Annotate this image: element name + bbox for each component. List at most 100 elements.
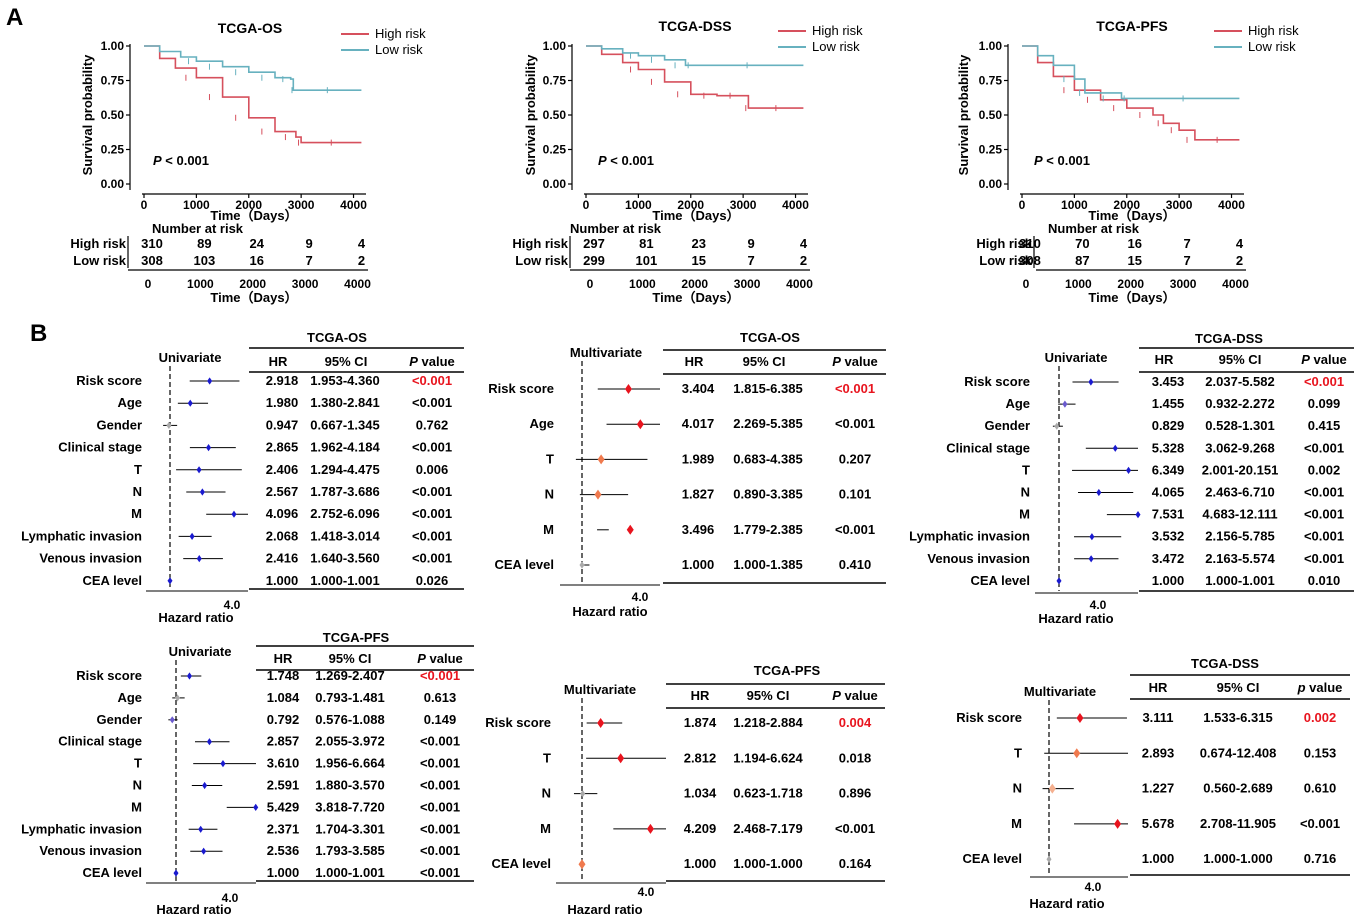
row-label: N bbox=[1021, 485, 1030, 500]
hr-value: 1.748 bbox=[267, 668, 300, 683]
risk-count: 299 bbox=[583, 253, 605, 268]
row-label: T bbox=[543, 750, 551, 765]
y-tick-label: 0.50 bbox=[101, 108, 125, 122]
row-label: Risk score bbox=[488, 381, 554, 396]
ci-value: 1.640-3.560 bbox=[310, 551, 379, 566]
risk-count: 310 bbox=[141, 236, 163, 251]
x-tick-label: 0 bbox=[1019, 198, 1026, 212]
risk-x-tick-label: 1000 bbox=[629, 277, 656, 291]
p-value: <0.001 bbox=[1304, 440, 1344, 455]
hr-value: 3.111 bbox=[1142, 710, 1173, 725]
risk-count: 89 bbox=[197, 236, 211, 251]
row-label: Venous invasion bbox=[39, 843, 142, 858]
risk-x-tick-label: 1000 bbox=[1065, 277, 1092, 291]
y-tick-label: 0.00 bbox=[101, 177, 125, 191]
hr-value: 4.209 bbox=[684, 821, 717, 836]
risk-count: 2 bbox=[800, 253, 807, 268]
survival-curve-high-risk bbox=[1022, 45, 1240, 141]
hr-point bbox=[580, 790, 586, 798]
hr-point bbox=[189, 532, 195, 540]
legend-label: High risk bbox=[812, 23, 863, 38]
analysis-label: Multivariate bbox=[564, 682, 636, 697]
ci-value: 1.880-3.570 bbox=[315, 778, 384, 793]
risk-x-tick-label: 3000 bbox=[1170, 277, 1197, 291]
p-value: 0.099 bbox=[1308, 396, 1341, 411]
ci-value: 2.269-5.385 bbox=[733, 416, 802, 431]
p-value: 0.018 bbox=[839, 750, 872, 765]
ci-value: 0.528-1.301 bbox=[1205, 418, 1274, 433]
x-axis-label: Time（Days） bbox=[210, 208, 297, 223]
hr-value: 2.591 bbox=[267, 778, 300, 793]
row-label: M bbox=[131, 506, 142, 521]
hr-point bbox=[173, 869, 179, 877]
hr-point bbox=[1135, 511, 1141, 519]
risk-count: 9 bbox=[748, 236, 755, 251]
hr-value: 1.455 bbox=[1152, 396, 1185, 411]
risk-count: 16 bbox=[250, 253, 264, 268]
risk-row-label: Low risk bbox=[515, 253, 569, 268]
hr-value: 2.567 bbox=[266, 484, 299, 499]
hr-value: 2.812 bbox=[684, 750, 717, 765]
risk-x-tick-label: 3000 bbox=[734, 277, 761, 291]
hr-value: 5.429 bbox=[267, 799, 300, 814]
risk-count: 7 bbox=[748, 253, 755, 268]
y-tick-label: 0.75 bbox=[101, 74, 125, 88]
p-value: 0.415 bbox=[1308, 418, 1341, 433]
row-label: Gender bbox=[984, 418, 1030, 433]
col-header-ci: 95% CI bbox=[329, 651, 372, 666]
ci-value: 0.667-1.345 bbox=[310, 417, 379, 432]
p-value: 0.153 bbox=[1304, 745, 1337, 760]
hr-value: 7.531 bbox=[1152, 507, 1185, 522]
hr-value: 1.000 bbox=[1142, 851, 1175, 866]
p-value: 0.002 bbox=[1308, 462, 1341, 477]
risk-x-tick-label: 3000 bbox=[292, 277, 319, 291]
hr-point bbox=[169, 716, 175, 724]
forest-plot-1: TCGA-OS HR 95% CI P value Univariate 4.0Hazar… bbox=[21, 330, 464, 625]
survival-curve-high-risk bbox=[144, 45, 362, 144]
hr-value: 1.000 bbox=[267, 865, 300, 880]
x-axis-label: Time（Days） bbox=[1088, 208, 1175, 223]
y-axis-label: Survival probability bbox=[80, 54, 95, 175]
ci-value: 0.674-12.408 bbox=[1200, 745, 1277, 760]
hr-value: 2.865 bbox=[266, 440, 299, 455]
p-value: <0.001 bbox=[412, 528, 452, 543]
risk-count: 308 bbox=[141, 253, 163, 268]
hr-value: 1.227 bbox=[1142, 781, 1175, 796]
col-header-ci: 95% CI bbox=[743, 354, 786, 369]
p-value: 0.026 bbox=[416, 573, 449, 588]
row-label: Venous invasion bbox=[39, 551, 142, 566]
hr-value: 1.000 bbox=[682, 557, 715, 572]
risk-x-tick-label: 1000 bbox=[187, 277, 214, 291]
hr-value: 0.947 bbox=[266, 417, 299, 432]
hr-value: 1.000 bbox=[266, 573, 299, 588]
risk-x-tick-label: 2000 bbox=[681, 277, 708, 291]
forest-x-axis-label: Hazard ratio bbox=[156, 902, 231, 917]
hr-point bbox=[207, 377, 213, 385]
ci-value: 2.001-20.151 bbox=[1202, 462, 1279, 477]
hr-point bbox=[1073, 748, 1081, 759]
hr-value: 4.065 bbox=[1152, 485, 1185, 500]
row-label: M bbox=[1011, 816, 1022, 831]
p-value: <0.001 bbox=[835, 522, 875, 537]
ci-value: 1.418-3.014 bbox=[310, 528, 380, 543]
p-value: 0.613 bbox=[424, 690, 457, 705]
hr-point bbox=[1089, 533, 1095, 541]
hr-value: 5.678 bbox=[1142, 816, 1175, 831]
row-label: Age bbox=[117, 690, 142, 705]
x-tick-label: 3000 bbox=[1166, 198, 1193, 212]
x-tick-label: 1000 bbox=[625, 198, 652, 212]
ci-value: 1.294-4.475 bbox=[310, 462, 379, 477]
row-label: Gender bbox=[96, 417, 142, 432]
p-value: 0.010 bbox=[1308, 573, 1341, 588]
col-header-hr: HR bbox=[269, 354, 288, 369]
hr-point bbox=[1088, 378, 1094, 386]
ci-value: 0.932-2.272 bbox=[1205, 396, 1274, 411]
hr-value: 2.857 bbox=[267, 734, 300, 749]
x-tick-label: 1000 bbox=[183, 198, 210, 212]
ci-value: 1.269-2.407 bbox=[315, 668, 384, 683]
risk-x-tick-label: 4000 bbox=[344, 277, 371, 291]
p-value: <0.001 bbox=[412, 440, 452, 455]
ci-value: 2.708-11.905 bbox=[1200, 816, 1276, 831]
forest-title: TCGA-OS bbox=[740, 330, 800, 345]
hr-value: 4.017 bbox=[682, 416, 715, 431]
